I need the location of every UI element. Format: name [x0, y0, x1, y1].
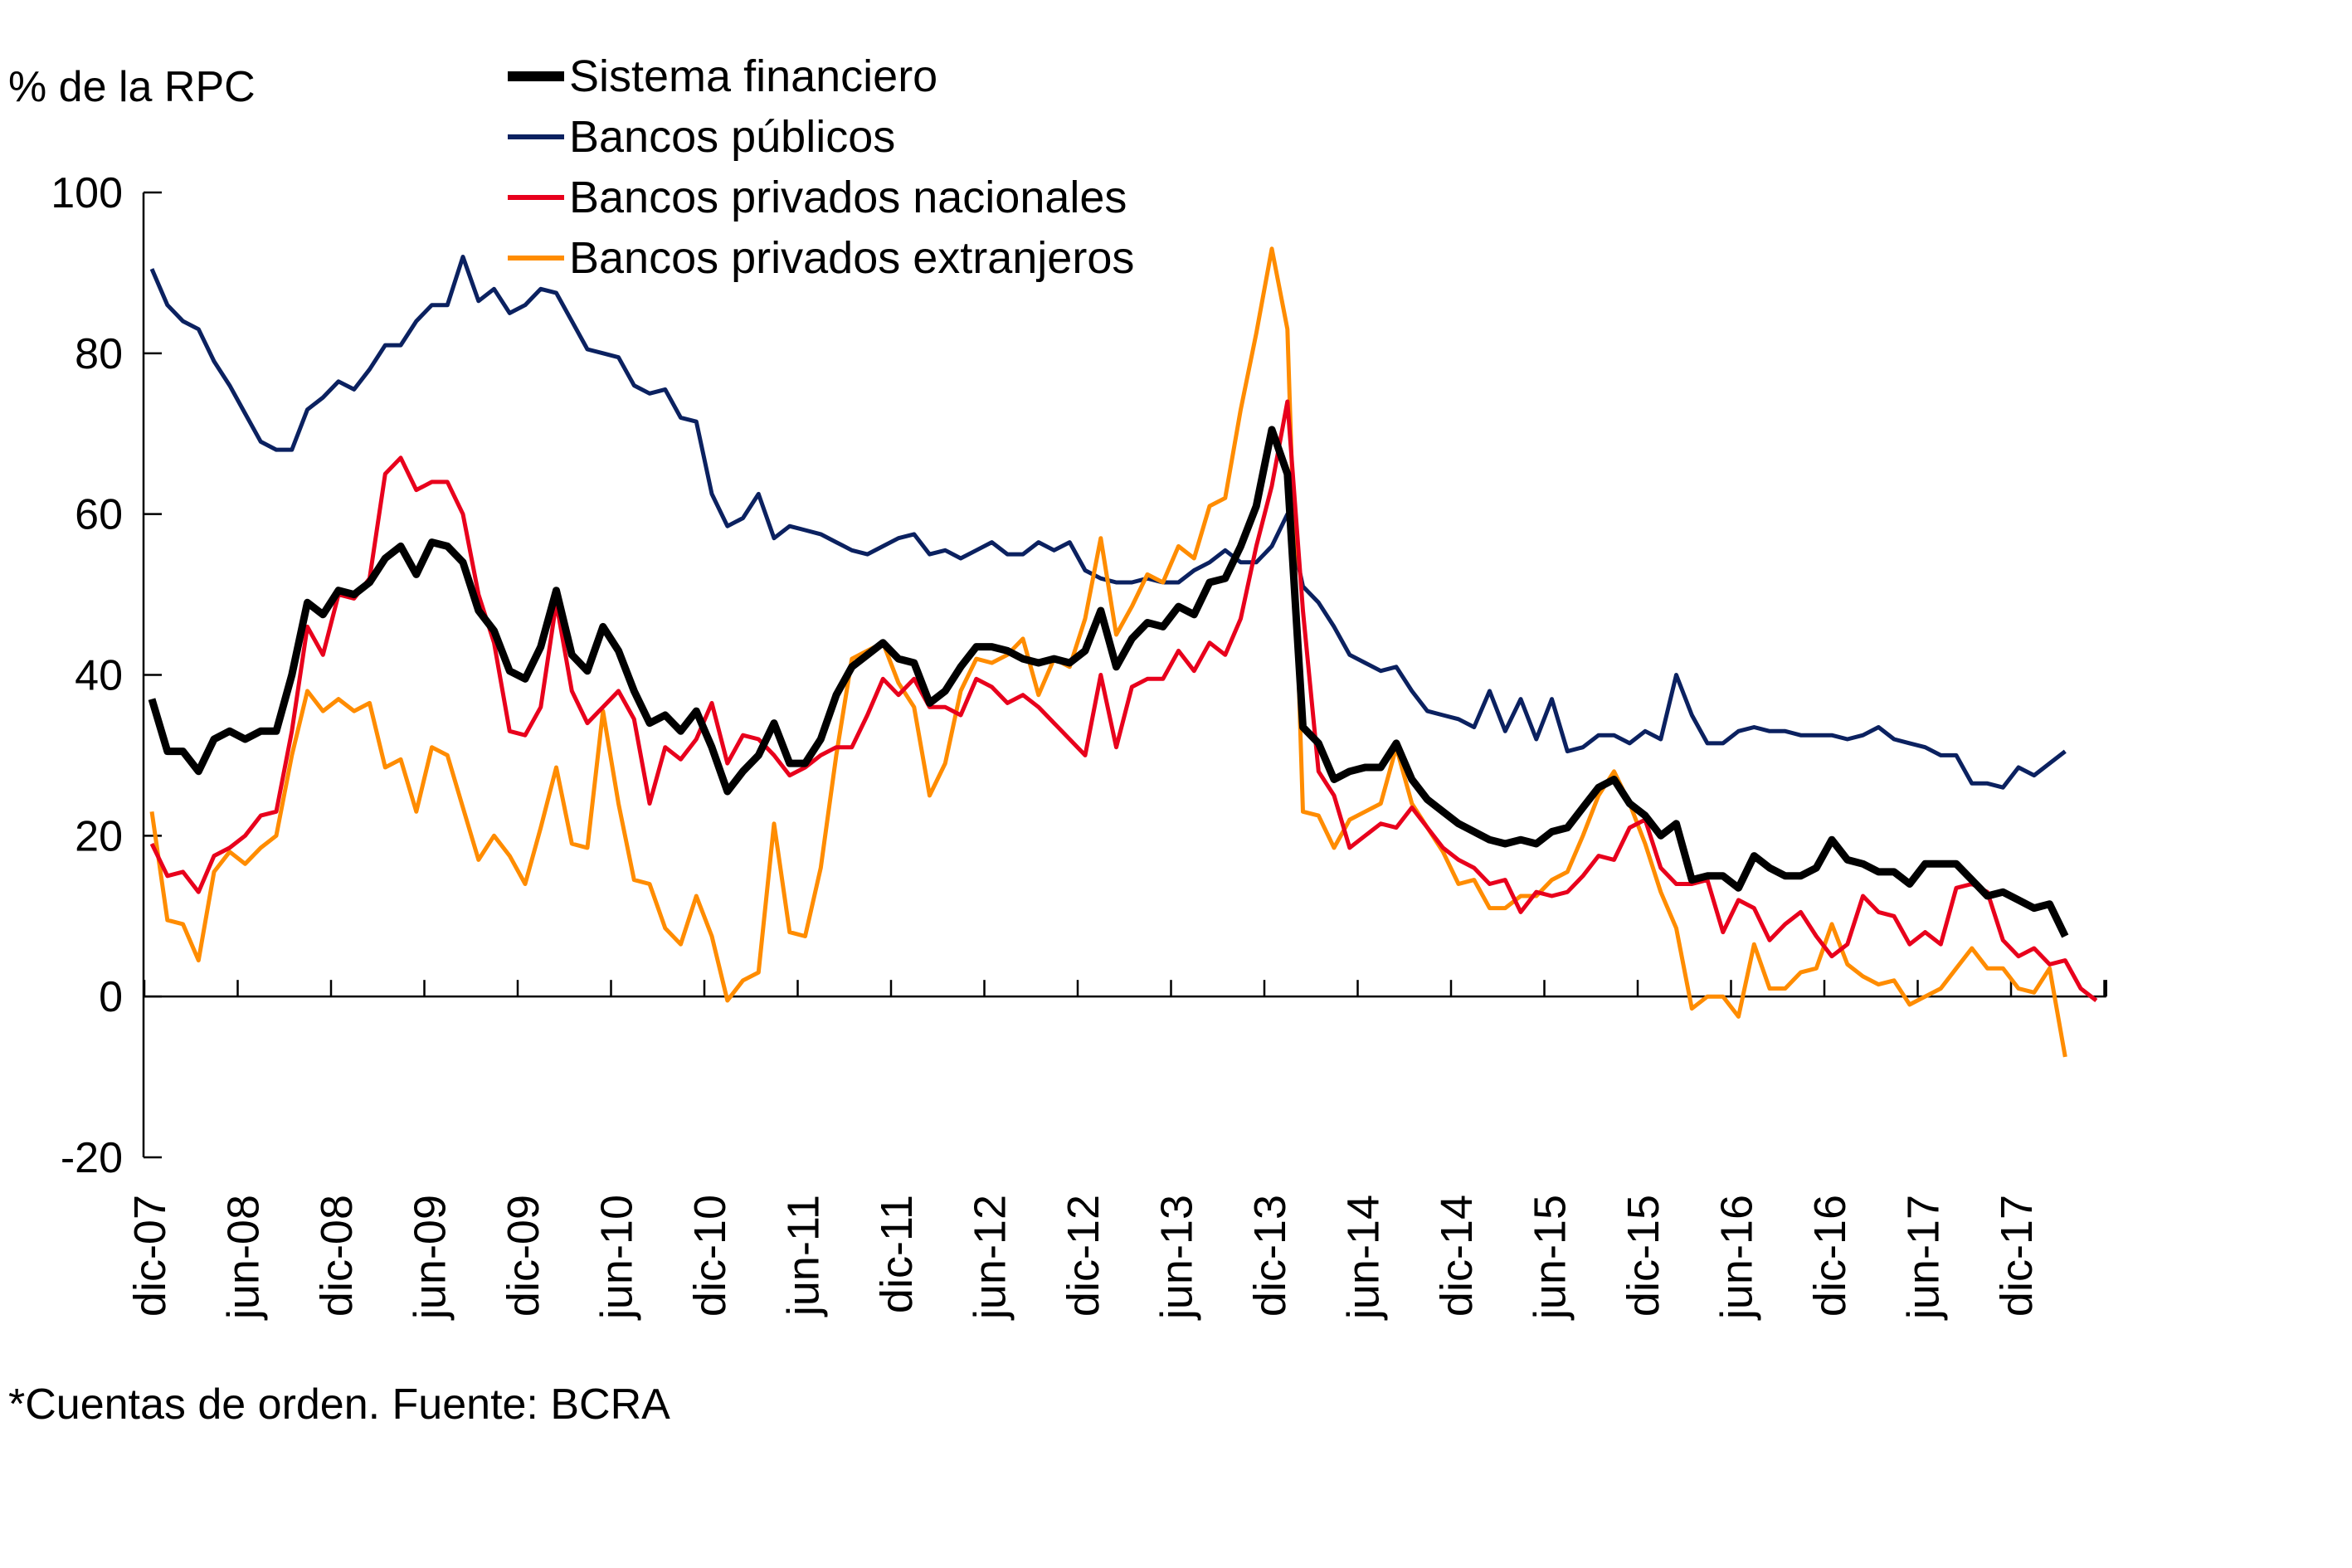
x-tick-label: jun-09 — [406, 1195, 455, 1321]
x-tick-label: dic-17 — [1992, 1195, 2042, 1317]
x-tick-label: jun-08 — [219, 1195, 269, 1321]
x-tick-label: jun-10 — [592, 1195, 642, 1321]
legend-label: Sistema financiero — [569, 51, 937, 101]
x-tick-label: dic-11 — [872, 1195, 922, 1313]
x-tick-label: dic-08 — [312, 1195, 362, 1317]
y-tick-label: -20 — [61, 1134, 123, 1182]
series-line-sistema-financiero — [148, 426, 2069, 938]
series-line-bancos-privados-extranjeros — [149, 246, 2067, 1058]
y-tick-label: 100 — [51, 169, 123, 217]
x-tick-label: dic-16 — [1805, 1195, 1855, 1317]
x-tick-label: dic-09 — [499, 1195, 548, 1317]
x-tick-label: jun-12 — [966, 1195, 1015, 1321]
x-tick-label: jun-14 — [1339, 1195, 1389, 1321]
y-axis-label: % de la RPC — [8, 63, 256, 111]
x-axis: dic-07 jun-08 dic-08 jun-09 dic-09 jun-10 dic-… — [125, 980, 2107, 1321]
x-tick-label: dic-10 — [685, 1195, 735, 1317]
footnote: *Cuentas de orden. Fuente: BCRA — [8, 1381, 670, 1429]
x-tick-label: dic-12 — [1059, 1195, 1108, 1317]
x-tick-label: jun-16 — [1712, 1195, 1762, 1321]
x-tick-label: dic-07 — [125, 1195, 175, 1317]
y-axis: -20 0 20 40 60 80 100 — [51, 169, 162, 1182]
y-tick-label: 20 — [75, 812, 123, 860]
y-tick-label: 0 — [99, 973, 123, 1021]
legend-label: Bancos privados nacionales — [569, 173, 1127, 222]
x-tick-label: dic-14 — [1432, 1195, 1482, 1317]
legend: Sistema financiero Bancos públicos Bancos … — [508, 51, 1134, 283]
x-tick-label: jun-15 — [1526, 1195, 1575, 1321]
x-tick-label: dic-13 — [1245, 1195, 1295, 1317]
legend-label: Bancos privados extranjeros — [569, 233, 1134, 283]
y-tick-label: 60 — [75, 491, 123, 539]
x-tick-label: jun-17 — [1899, 1195, 1949, 1321]
x-tick-label: jun-13 — [1152, 1195, 1202, 1321]
y-tick-label: 80 — [75, 330, 123, 378]
x-tick-label: jun-11 — [779, 1195, 829, 1317]
y-tick-label: 40 — [75, 652, 123, 700]
legend-label: Bancos públicos — [569, 112, 895, 162]
series-line-bancos-privados-nacionales — [149, 399, 2098, 1002]
series-lines — [148, 246, 2098, 1058]
x-tick-label: dic-15 — [1619, 1195, 1668, 1317]
